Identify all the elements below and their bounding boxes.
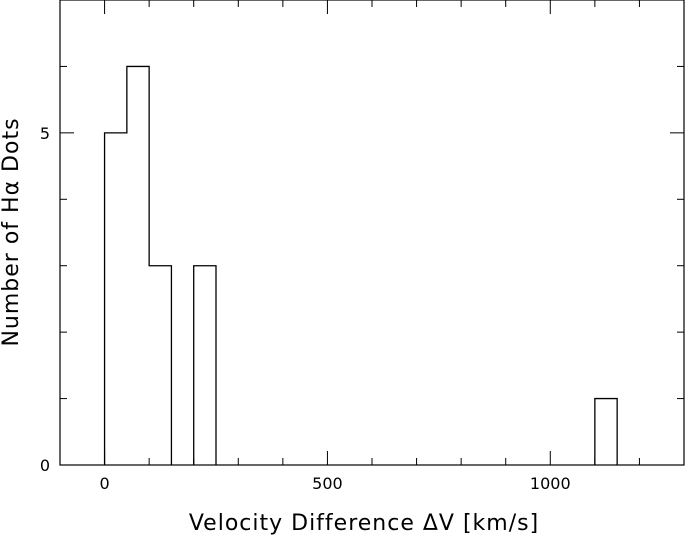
plot-frame [59, 0, 685, 466]
histogram-bin [105, 133, 127, 465]
axis-ticks [60, 0, 684, 465]
x-tick-label: 0 [99, 474, 109, 493]
x-axis-label: Velocity Difference ΔV [km/s] [189, 511, 539, 536]
y-axis-label: Number of Hα Dots [0, 117, 24, 346]
histogram-bin [595, 399, 617, 465]
x-tick-label: 500 [312, 474, 343, 493]
histogram-bin [194, 266, 216, 465]
x-tick-label: 1000 [530, 474, 571, 493]
histogram-bins [105, 66, 618, 465]
histogram-bin [149, 266, 171, 465]
y-tick-label: 5 [40, 124, 50, 143]
tick-labels: 0 500 1000 0 5 [40, 124, 571, 493]
histogram-outline [103, 65, 618, 465]
y-tick-label: 0 [40, 456, 50, 475]
histogram-bin [127, 66, 149, 465]
